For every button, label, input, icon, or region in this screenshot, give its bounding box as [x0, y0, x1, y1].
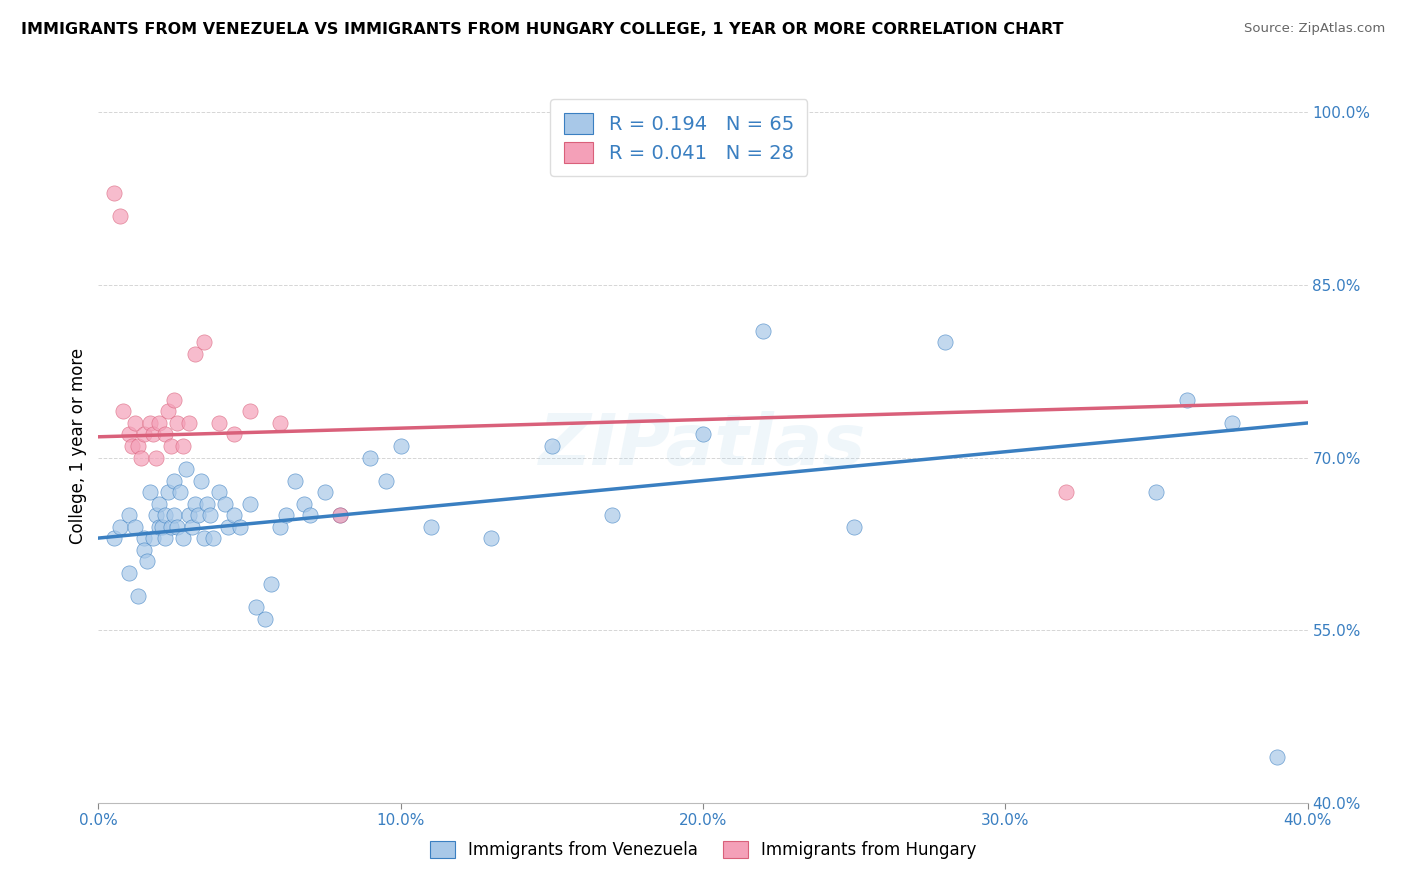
Point [124, 519, 146, 533]
Point [1220, 416, 1243, 430]
Point [145, 508, 167, 522]
Point [163, 392, 186, 407]
Point [292, 497, 315, 511]
Point [108, 209, 131, 223]
Point [1144, 485, 1167, 500]
Point [208, 416, 231, 430]
Point [193, 335, 215, 350]
Point [934, 335, 956, 350]
Point [187, 508, 209, 522]
Point [166, 519, 188, 533]
Point [132, 427, 155, 442]
Point [124, 416, 146, 430]
Point [142, 427, 165, 442]
Point [127, 439, 149, 453]
Point [172, 439, 194, 453]
Point [108, 519, 131, 533]
Point [208, 485, 231, 500]
Point [118, 566, 141, 580]
Point [132, 531, 155, 545]
Point [135, 554, 157, 568]
Point [111, 404, 134, 418]
Point [103, 186, 125, 200]
Text: Source: ZipAtlas.com: Source: ZipAtlas.com [1244, 22, 1385, 36]
Point [284, 474, 307, 488]
Point [260, 577, 283, 591]
Point [132, 542, 155, 557]
Point [174, 462, 197, 476]
Point [153, 427, 176, 442]
Point [193, 531, 215, 545]
Point [179, 416, 201, 430]
Point [253, 612, 276, 626]
Point [160, 519, 183, 533]
Point [118, 508, 141, 522]
Point [127, 589, 149, 603]
Point [224, 508, 246, 522]
Point [184, 347, 207, 361]
Point [217, 519, 239, 533]
Point [181, 519, 204, 533]
Point [844, 519, 866, 533]
Point [145, 450, 167, 465]
Point [1054, 485, 1077, 500]
Point [156, 485, 179, 500]
Point [150, 519, 173, 533]
Point [299, 508, 322, 522]
Point [224, 427, 246, 442]
Point [179, 508, 201, 522]
Point [752, 324, 775, 338]
Point [163, 474, 186, 488]
Point [153, 531, 176, 545]
Point [156, 404, 179, 418]
Point [692, 427, 714, 442]
Point [184, 497, 207, 511]
Point [139, 485, 162, 500]
Point [540, 439, 562, 453]
Legend: Immigrants from Venezuela, Immigrants from Hungary: Immigrants from Venezuela, Immigrants fr… [423, 834, 983, 866]
Point [329, 508, 352, 522]
Point [314, 485, 336, 500]
Point [195, 497, 218, 511]
Point [148, 497, 170, 511]
Point [139, 416, 162, 430]
Point [190, 474, 212, 488]
Point [153, 508, 176, 522]
Point [245, 600, 267, 615]
Point [214, 497, 236, 511]
Point [121, 439, 143, 453]
Point [160, 439, 183, 453]
Point [274, 508, 297, 522]
Point [374, 474, 396, 488]
Point [148, 416, 170, 430]
Point [166, 416, 188, 430]
Y-axis label: College, 1 year or more: College, 1 year or more [69, 348, 87, 544]
Point [269, 519, 291, 533]
Point [118, 427, 141, 442]
Point [169, 485, 191, 500]
Point [142, 531, 165, 545]
Point [389, 439, 412, 453]
Point [239, 404, 262, 418]
Point [329, 508, 352, 522]
Point [202, 531, 225, 545]
Point [481, 531, 503, 545]
Text: IMMIGRANTS FROM VENEZUELA VS IMMIGRANTS FROM HUNGARY COLLEGE, 1 YEAR OR MORE COR: IMMIGRANTS FROM VENEZUELA VS IMMIGRANTS … [21, 22, 1063, 37]
Point [1267, 749, 1289, 764]
Point [129, 450, 152, 465]
Point [163, 508, 186, 522]
Point [200, 508, 222, 522]
Text: ZIPatlas: ZIPatlas [540, 411, 866, 481]
Point [239, 497, 262, 511]
Point [1175, 392, 1198, 407]
Point [602, 508, 624, 522]
Point [420, 519, 443, 533]
Point [103, 531, 125, 545]
Point [269, 416, 291, 430]
Point [172, 531, 194, 545]
Point [360, 450, 382, 465]
Point [148, 519, 170, 533]
Point [229, 519, 252, 533]
